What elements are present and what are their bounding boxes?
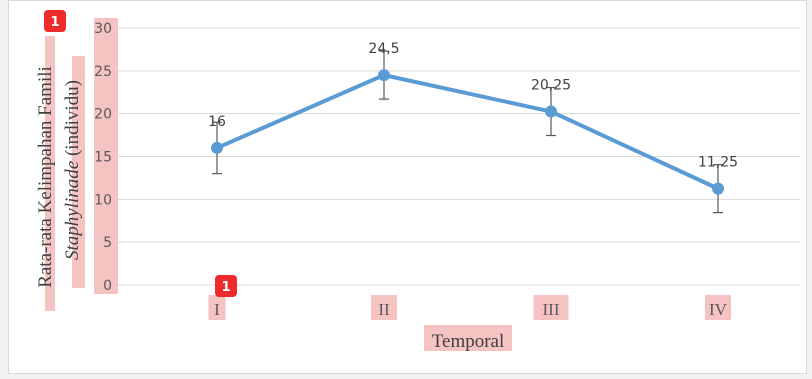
x-title-highlight	[424, 325, 512, 351]
y-tick-label: 10	[94, 192, 112, 208]
y-tick-label: 15	[94, 150, 112, 166]
data-point	[545, 105, 557, 118]
series-line	[216, 73, 719, 191]
y-title-highlight-1	[45, 36, 55, 311]
x-axis-title: Temporal	[432, 331, 505, 352]
svg-text:1: 1	[221, 280, 230, 295]
x-tick-label: IV	[709, 300, 728, 319]
y-tick-label: 20	[94, 107, 112, 123]
chart-frame	[8, 0, 807, 374]
badge-bottom: 1	[215, 275, 237, 297]
y-tick-label: 25	[94, 64, 112, 80]
x-tick-highlight	[371, 295, 397, 320]
badge-top: 1	[44, 10, 66, 32]
data-label: 24,5	[368, 41, 399, 57]
x-tick-label: II	[378, 300, 390, 319]
data-label: 16	[208, 114, 226, 130]
x-tick-highlight	[705, 295, 731, 320]
x-tick-label: I	[214, 300, 220, 319]
x-tick-label: III	[543, 300, 560, 319]
x-tick-highlight	[208, 295, 226, 320]
svg-text:1: 1	[50, 15, 59, 30]
y-tick-label: 30	[94, 21, 112, 37]
y-axis-title-line2: Staphylinade (individu)	[62, 80, 83, 260]
data-point	[378, 69, 390, 82]
x-tick-highlight	[533, 295, 569, 320]
data-point	[211, 141, 223, 154]
data-point	[712, 182, 724, 195]
y-tick-label: 0	[103, 278, 112, 294]
y-tick-label: 5	[103, 235, 112, 251]
y-title-highlight-2	[72, 56, 85, 288]
y-tick-highlight	[94, 18, 118, 294]
data-label: 20,25	[531, 78, 571, 94]
data-label: 11,25	[698, 155, 738, 171]
y-axis-title-line1: Rata-rata Kelimpahan Famili	[35, 66, 56, 288]
